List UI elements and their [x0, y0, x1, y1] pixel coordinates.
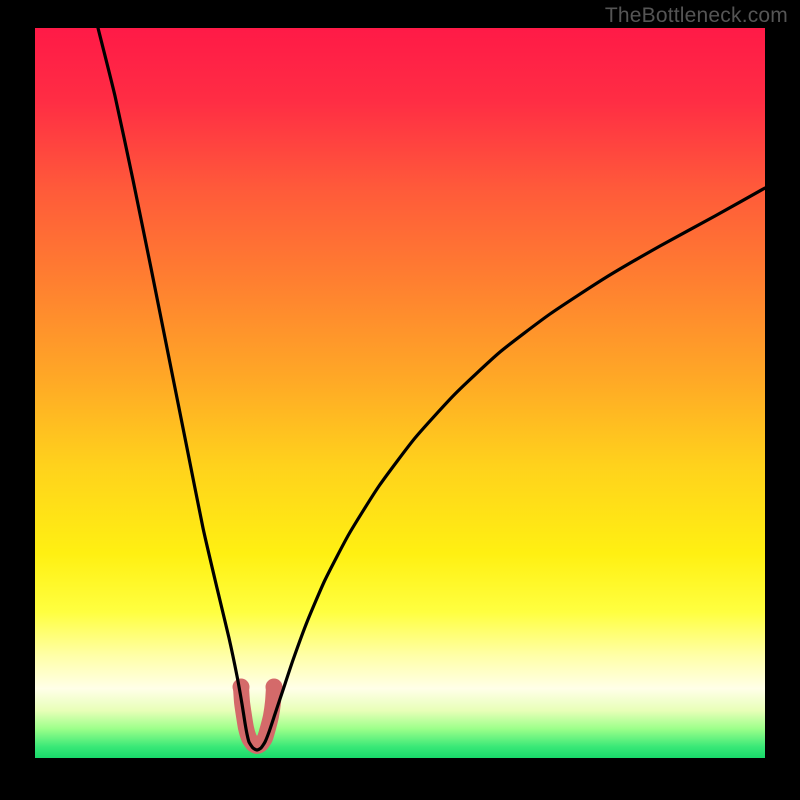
chart-stage: TheBottleneck.com: [0, 0, 800, 800]
watermark-label: TheBottleneck.com: [605, 4, 788, 28]
bottleneck-chart: [0, 0, 800, 800]
valley-dot-right: [266, 679, 283, 696]
plot-gradient-background: [35, 28, 765, 758]
